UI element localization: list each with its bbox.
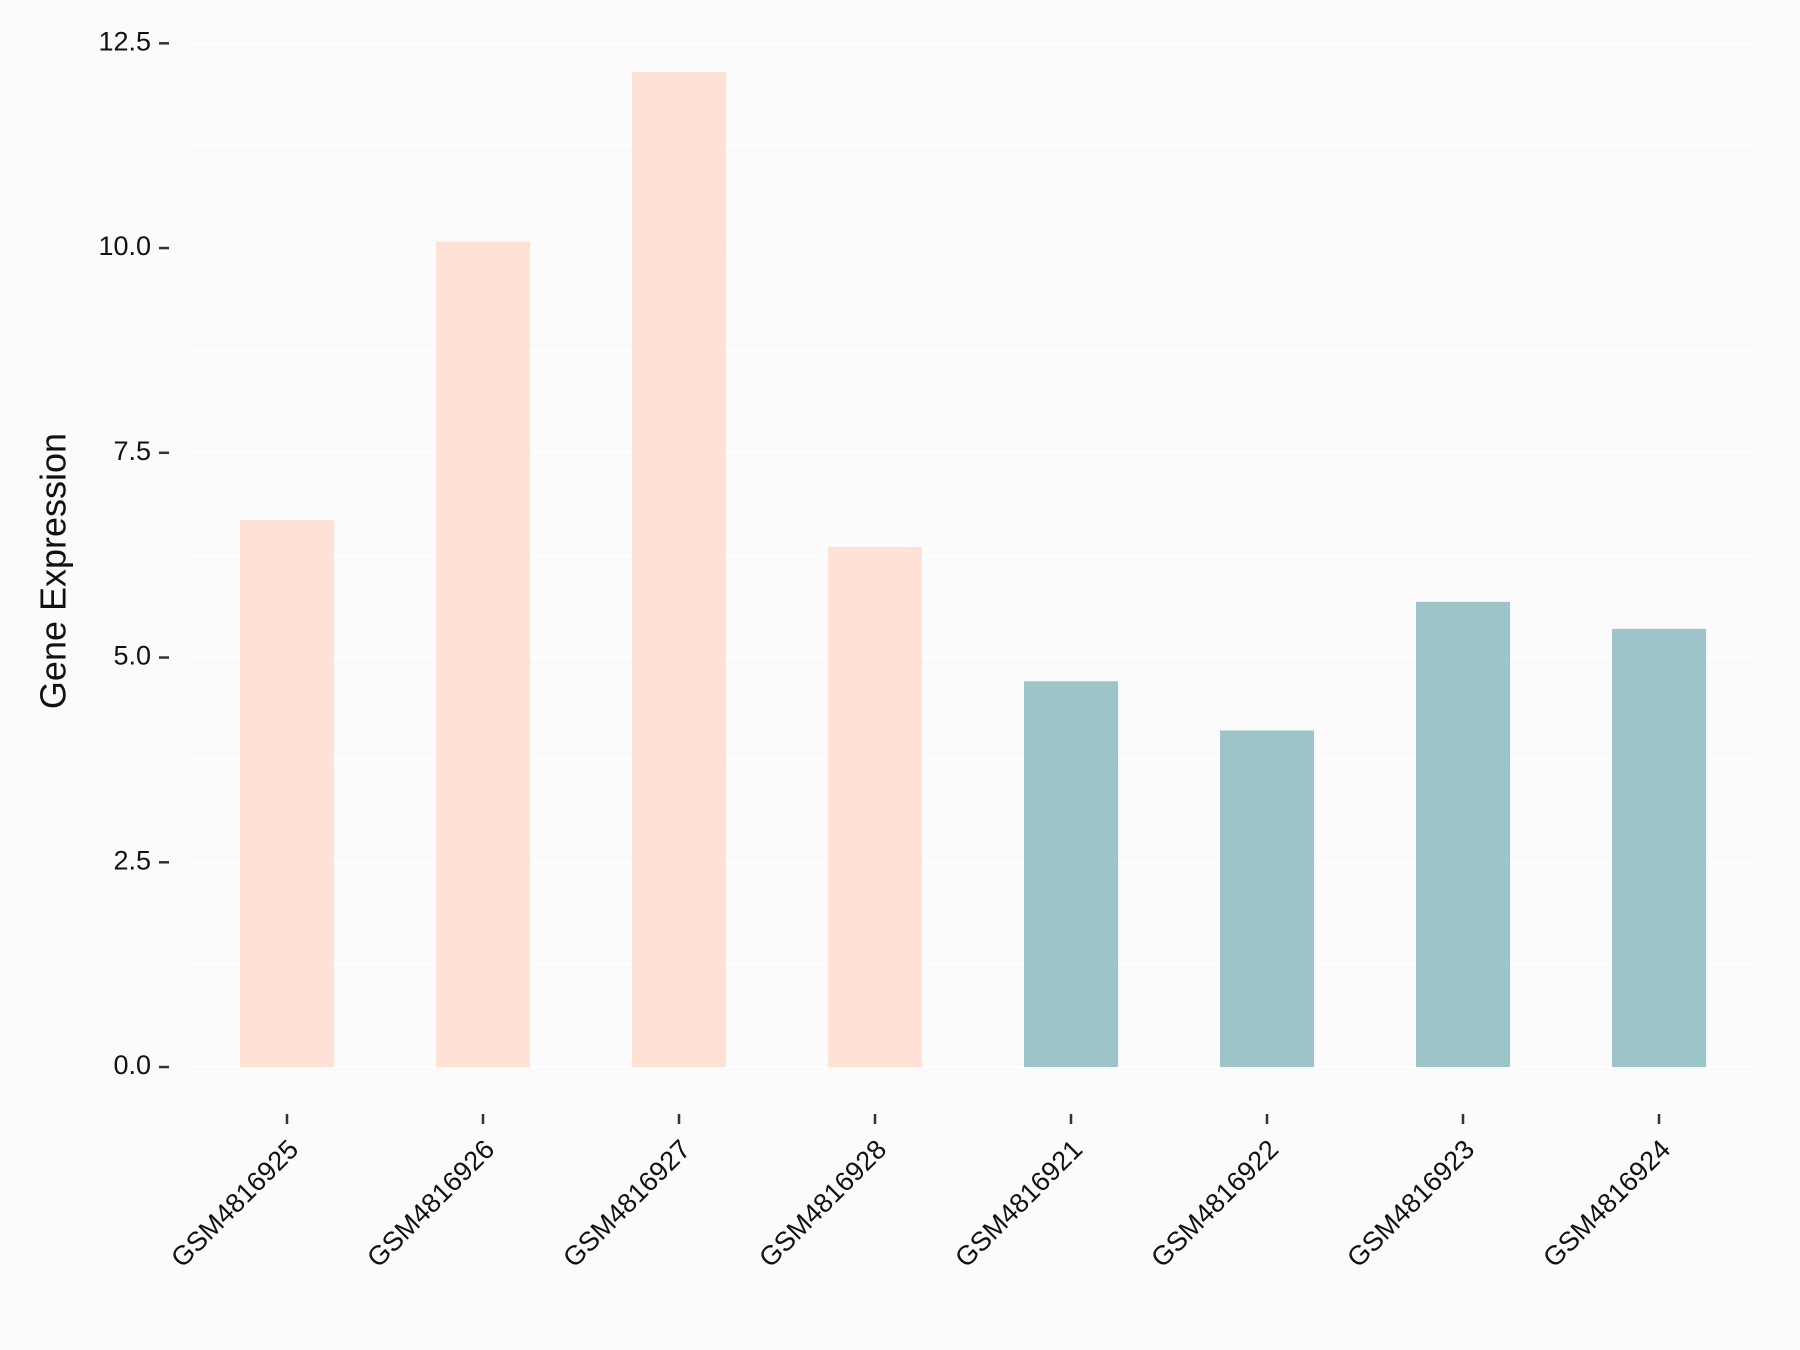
bar [1023, 681, 1119, 1068]
bar [1219, 730, 1315, 1068]
y-tick-label: 0.0 [113, 1050, 151, 1080]
bar [1611, 628, 1707, 1068]
bar [631, 71, 727, 1068]
y-tick-label: 2.5 [113, 845, 151, 875]
y-tick-label: 5.0 [113, 641, 151, 671]
bar [1415, 601, 1511, 1068]
y-tick-label: 7.5 [113, 436, 151, 466]
bar [435, 241, 531, 1068]
y-axis-label: Gene Expression [33, 433, 74, 709]
y-tick-label: 10.0 [98, 231, 151, 261]
bar [239, 519, 335, 1068]
bar [827, 546, 923, 1068]
y-tick-label: 12.5 [98, 26, 151, 56]
